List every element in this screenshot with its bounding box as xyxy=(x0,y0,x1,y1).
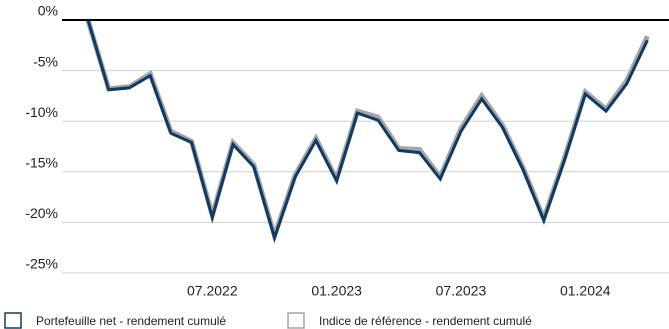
legend-label: Portefeuille net - rendement cumulé xyxy=(36,314,226,328)
y-tick-label: 0% xyxy=(38,3,58,19)
y-tick-label: -5% xyxy=(33,53,58,69)
legend-label: Indice de référence - rendement cumulé xyxy=(319,314,532,328)
x-tick-label: 01.2023 xyxy=(311,283,362,299)
series-line xyxy=(85,19,650,244)
series-line xyxy=(86,19,649,243)
x-tick-label: 07.2023 xyxy=(436,283,487,299)
y-tick-label: -20% xyxy=(25,205,58,221)
x-tick-label: 01.2024 xyxy=(560,283,611,299)
legend-swatch xyxy=(4,312,22,329)
y-tick-label: -10% xyxy=(25,104,58,120)
y-tick-label: -15% xyxy=(25,155,58,171)
y-tick-label: -25% xyxy=(25,256,58,272)
legend-swatch xyxy=(287,312,305,329)
x-tick-label: 07.2022 xyxy=(187,283,238,299)
